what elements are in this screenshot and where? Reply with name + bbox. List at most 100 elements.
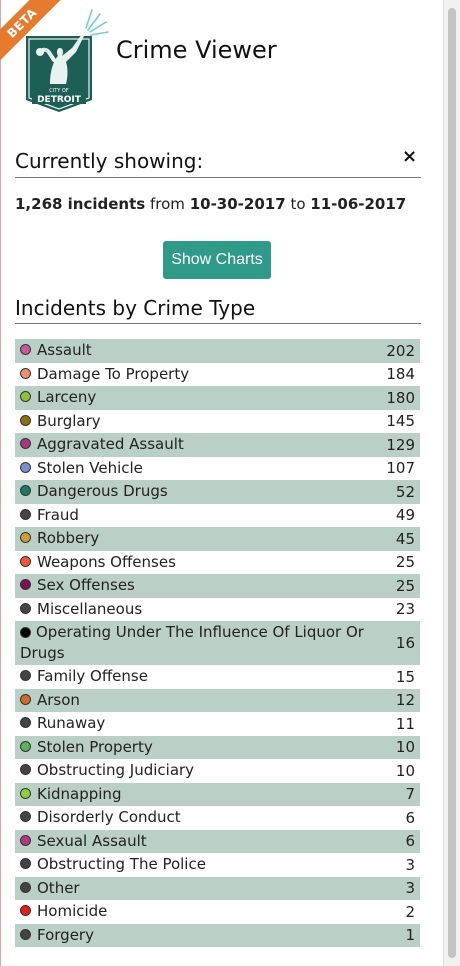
crime-type-count: 15 [395, 667, 415, 686]
crime-type-count: 2 [405, 902, 415, 921]
crime-type-label: Operating Under The Influence Of Liquor … [20, 623, 364, 662]
crime-type-row[interactable]: Sex Offenses 25 [15, 574, 420, 598]
crime-type-row[interactable]: Kidnapping 7 [15, 782, 420, 806]
crime-type-name: Sex Offenses [20, 575, 135, 596]
legend-dot-icon [20, 740, 31, 752]
crime-type-count: 1 [405, 926, 415, 945]
crime-type-count: 16 [395, 634, 415, 652]
app-title: Crime Viewer [116, 36, 277, 64]
crime-type-row[interactable]: Sexual Assault 6 [15, 829, 420, 853]
crime-type-label: Kidnapping [37, 784, 122, 803]
crime-type-count: 202 [386, 341, 415, 360]
crime-type-name: Stolen Vehicle [20, 458, 143, 479]
crime-type-title: Incidents by Crime Type [15, 296, 256, 320]
crime-type-count: 145 [386, 412, 415, 431]
legend-dot-icon [20, 693, 31, 705]
crime-type-row[interactable]: Stolen Property 10 [15, 735, 420, 759]
incident-summary: 1,268 incidents from 10-30-2017 to 11-06… [15, 195, 406, 213]
crime-type-label: Assault [37, 341, 92, 360]
crime-type-row[interactable]: Family Offense 15 [15, 665, 420, 689]
crime-type-name: Arson [20, 690, 80, 711]
crime-type-row[interactable]: Operating Under The Influence Of Liquor … [15, 621, 420, 665]
crime-type-count: 12 [395, 691, 415, 710]
crime-type-count: 25 [395, 553, 415, 572]
crime-type-count: 6 [405, 832, 415, 851]
legend-dot-icon [20, 485, 31, 497]
crime-type-row[interactable]: Obstructing Judiciary 10 [15, 759, 420, 783]
crime-type-name: Disorderly Conduct [20, 807, 181, 828]
crime-type-row[interactable]: Other 3 [15, 876, 420, 900]
crime-type-row[interactable]: Runaway 11 [15, 712, 420, 736]
crime-type-count: 7 [405, 785, 415, 804]
show-charts-button[interactable]: Show Charts [163, 241, 271, 279]
legend-dot-icon [20, 602, 31, 614]
panel-left-border [0, 0, 1, 966]
crime-type-label: Aggravated Assault [37, 435, 184, 454]
crime-type-row[interactable]: Larceny 180 [15, 386, 420, 410]
divider [15, 323, 421, 324]
crime-type-row[interactable]: Forgery 1 [15, 923, 420, 947]
crime-type-count: 107 [386, 459, 415, 478]
from-label: from [150, 195, 185, 213]
crime-type-name: Kidnapping [20, 784, 121, 805]
detroit-logo: CITY OF DETROIT [26, 9, 109, 112]
crime-type-count: 10 [395, 761, 415, 780]
legend-dot-icon [20, 787, 31, 799]
crime-type-row[interactable]: Obstructing The Police 3 [15, 853, 420, 877]
scrollbar[interactable] [443, 0, 460, 966]
crime-type-row[interactable]: Burglary 145 [15, 410, 420, 434]
crime-type-count: 180 [386, 388, 415, 407]
legend-dot-icon [20, 461, 31, 473]
crime-type-list: Assault 202 Damage To Property 184 Larceny 18… [15, 339, 420, 947]
crime-type-count: 129 [386, 435, 415, 454]
crime-type-count: 25 [395, 576, 415, 595]
crime-type-label: Robbery [37, 529, 100, 548]
crime-type-label: Sex Offenses [37, 576, 135, 595]
legend-dot-icon [20, 834, 31, 846]
currently-showing-title: Currently showing: [15, 149, 204, 173]
legend-dot-icon [20, 881, 31, 893]
legend-dot-icon [20, 414, 31, 426]
date-to: 11-06-2017 [310, 195, 407, 213]
crime-type-name: Fraud [20, 505, 79, 526]
crime-type-row[interactable]: Arson 12 [15, 688, 420, 712]
date-from: 10-30-2017 [189, 195, 286, 213]
crime-type-label: Stolen Vehicle [37, 458, 143, 477]
legend-dot-icon [20, 555, 31, 567]
crime-type-row[interactable]: Damage To Property 184 [15, 363, 420, 387]
crime-type-name: Dangerous Drugs [20, 481, 168, 502]
crime-type-row[interactable]: Assault 202 [15, 339, 420, 363]
legend-dot-icon [20, 391, 31, 403]
crime-type-name: Homicide [20, 901, 107, 922]
crime-type-row[interactable]: Disorderly Conduct 6 [15, 806, 420, 830]
legend-dot-icon [20, 764, 31, 776]
legend-dot-icon [20, 928, 31, 940]
close-icon[interactable]: × [402, 146, 418, 167]
crime-type-label: Forgery [37, 925, 94, 944]
scrollbar-thumb[interactable] [448, 8, 456, 958]
legend-dot-icon [20, 508, 31, 520]
crime-type-name: Family Offense [20, 666, 148, 687]
legend-dot-icon [20, 532, 31, 544]
crime-type-row[interactable]: Weapons Offenses 25 [15, 551, 420, 575]
crime-type-count: 11 [395, 714, 415, 733]
crime-type-name: Operating Under The Influence Of Liquor … [20, 622, 388, 664]
logo-text-bottom: DETROIT [37, 95, 82, 105]
crime-type-label: Miscellaneous [37, 599, 143, 618]
crime-type-label: Burglary [37, 411, 101, 430]
logo-text-top: CITY OF [49, 88, 69, 94]
crime-type-row[interactable]: Robbery 45 [15, 527, 420, 551]
crime-type-row[interactable]: Dangerous Drugs 52 [15, 480, 420, 504]
crime-type-label: Dangerous Drugs [37, 482, 168, 501]
crime-type-label: Disorderly Conduct [37, 808, 181, 827]
crime-type-row[interactable]: Homicide 2 [15, 900, 420, 924]
crime-type-row[interactable]: Stolen Vehicle 107 [15, 457, 420, 481]
crime-type-row[interactable]: Miscellaneous 23 [15, 598, 420, 622]
legend-dot-icon [20, 717, 31, 729]
crime-type-row[interactable]: Aggravated Assault 129 [15, 433, 420, 457]
crime-type-name: Miscellaneous [20, 599, 142, 620]
crime-type-name: Other [20, 878, 80, 899]
crime-type-label: Arson [37, 690, 80, 709]
crime-type-label: Weapons Offenses [37, 552, 176, 571]
crime-type-row[interactable]: Fraud 49 [15, 504, 420, 528]
